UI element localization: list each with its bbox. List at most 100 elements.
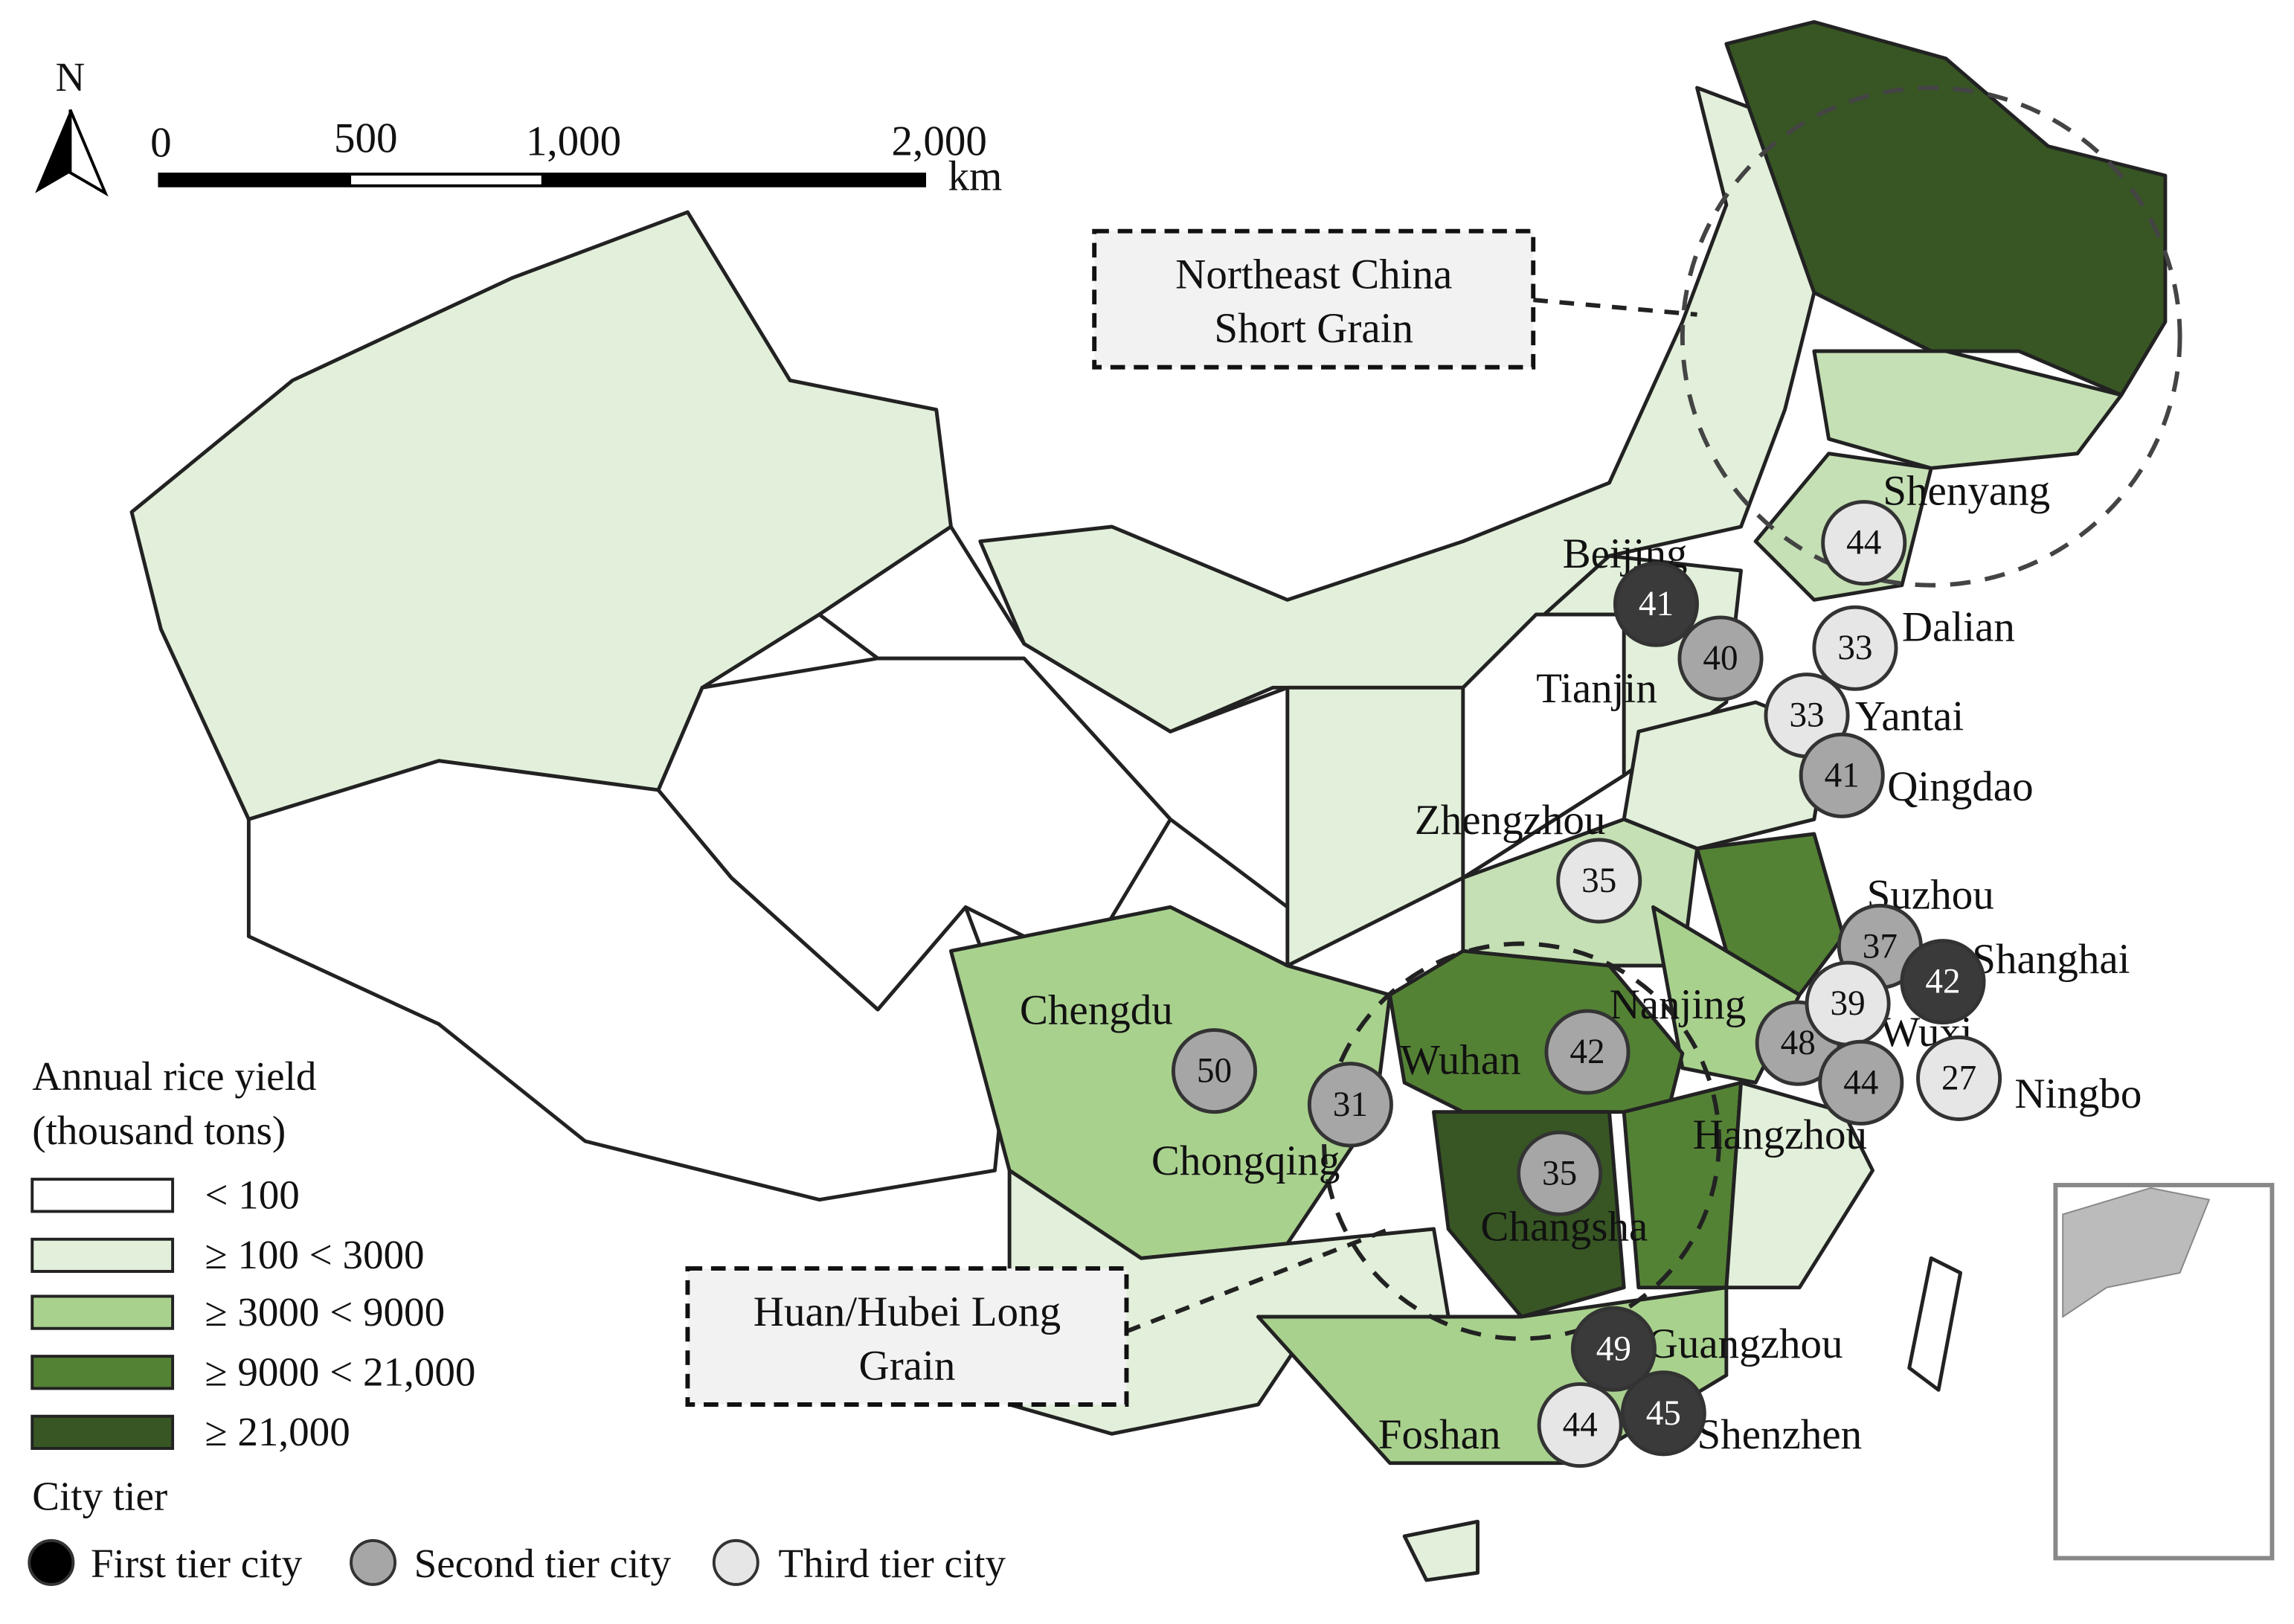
legend-tier-dot (712, 1538, 759, 1586)
city-value: 39 (1831, 984, 1866, 1023)
heilongjiang (1724, 20, 2168, 397)
city-value: 27 (1941, 1059, 1976, 1097)
legend-label: Second tier city (414, 1541, 672, 1586)
callout-text: Short Grain (1214, 305, 1413, 352)
henan-shandong-west (1461, 612, 1626, 880)
city-marker (1171, 1028, 1258, 1114)
city-marker (1799, 732, 1885, 818)
city-name: Nanjing (1610, 981, 1747, 1028)
city-value: 44 (1846, 524, 1881, 562)
inset-land (2062, 1187, 2211, 1318)
scale-segment (158, 173, 927, 187)
city-name: Hangzhou (1693, 1111, 1867, 1158)
legend-title: City tier (32, 1474, 167, 1519)
city-name: Zhengzhou (1415, 797, 1606, 844)
city-name: Wuhan (1400, 1037, 1520, 1084)
city-name: Yantai (1855, 693, 1964, 739)
city-name: Tianjin (1536, 665, 1657, 712)
callout-box (1092, 228, 1536, 370)
region-circle (1680, 86, 2182, 588)
city-name: Chengdu (1020, 987, 1173, 1034)
legend-swatch (30, 1178, 175, 1213)
city-value: 45 (1646, 1394, 1681, 1433)
city-name: Shenzhen (1697, 1411, 1863, 1458)
city-marker (1570, 1306, 1657, 1392)
city-name: Shanghai (1972, 936, 2130, 983)
city-value: 42 (1925, 963, 1960, 1001)
legend-swatch (30, 1355, 175, 1390)
callout-leader (1125, 1227, 1391, 1334)
legend-title: Annual rice yield (32, 1053, 316, 1099)
city-marker (1544, 1009, 1630, 1095)
city-marker (1556, 838, 1642, 924)
city-name: Shenyang (1883, 468, 2050, 515)
qinghai (656, 656, 1172, 1012)
city-marker (1613, 561, 1699, 647)
legend-label: ≥ 9000 < 21,000 (205, 1349, 475, 1394)
city-value: 35 (1542, 1154, 1577, 1193)
city-value: 33 (1789, 696, 1824, 735)
city-value: 41 (1639, 585, 1674, 623)
scale-tick: 1,000 (526, 118, 621, 164)
city-marker (1537, 1382, 1623, 1469)
city-marker (1307, 1062, 1393, 1148)
city-value: 41 (1825, 756, 1860, 795)
legend-swatch (30, 1294, 175, 1330)
city-value: 37 (1863, 927, 1898, 966)
city-name: Ningbo (2014, 1071, 2142, 1117)
hubei (1388, 949, 1685, 1114)
scale-unit: km (948, 153, 1003, 200)
cities: Shenyang44Beijing41Tianjin40Dalian33Yant… (1020, 468, 2142, 1469)
region-circle (1322, 941, 1721, 1341)
callout-text: Huan/Hubei Long (754, 1288, 1061, 1335)
city-value: 33 (1837, 629, 1872, 667)
city-value: 31 (1333, 1085, 1368, 1124)
legend-tier-dot (28, 1538, 75, 1586)
hainan (1402, 1519, 1479, 1582)
scale-bar: 0 500 1,000 2,000 km (150, 115, 1002, 200)
city-marker (1677, 615, 1764, 702)
city-value: 44 (1843, 1063, 1878, 1102)
city-marker (1916, 1035, 2002, 1121)
callout-text: Northeast China (1175, 251, 1452, 298)
north-arrow: N (35, 54, 109, 197)
arrow-half (68, 109, 109, 197)
city-marker (1900, 939, 1986, 1025)
city-name: Chongqing (1151, 1137, 1340, 1184)
north-label: N (56, 54, 86, 100)
legend-title: (thousand tons) (32, 1108, 286, 1153)
legend-label: ≥ 3000 < 9000 (205, 1289, 445, 1335)
city-value: 50 (1197, 1052, 1232, 1091)
legend-tier-dot (350, 1538, 397, 1586)
city-value: 48 (1781, 1024, 1816, 1062)
city-value: 44 (1563, 1406, 1598, 1445)
city-value: 40 (1703, 639, 1738, 678)
arrow-half (35, 109, 71, 193)
legend-label: ≥ 21,000 (205, 1409, 350, 1454)
city-name: Foshan (1378, 1411, 1501, 1458)
taiwan (1907, 1256, 1963, 1392)
city-marker (1812, 605, 1898, 691)
city-marker (1620, 1370, 1706, 1457)
scale-tick: 0 (150, 119, 172, 166)
city-value: 49 (1596, 1329, 1631, 1368)
scale-tick: 500 (334, 115, 398, 162)
legend-swatch (30, 1414, 175, 1450)
city-marker (1821, 500, 1907, 586)
legend-label: Third tier city (778, 1541, 1006, 1586)
scale-tick: 2,000 (892, 118, 987, 164)
callout-box (685, 1266, 1129, 1407)
legend-label: < 100 (205, 1172, 299, 1217)
city-marker (1517, 1130, 1603, 1216)
legend: Annual rice yield (thousand tons) City t… (28, 1053, 1006, 1586)
city-marker (1818, 1039, 1904, 1126)
legend-swatch (30, 1237, 175, 1273)
city-name: Dalian (1902, 603, 2015, 650)
callout-leader (1532, 298, 1697, 317)
legend-label: ≥ 100 < 3000 (205, 1232, 424, 1277)
inset (2053, 1183, 2275, 1561)
city-name: Qingdao (1887, 763, 2033, 810)
city-value: 42 (1570, 1033, 1604, 1071)
scale-segment (351, 176, 542, 184)
